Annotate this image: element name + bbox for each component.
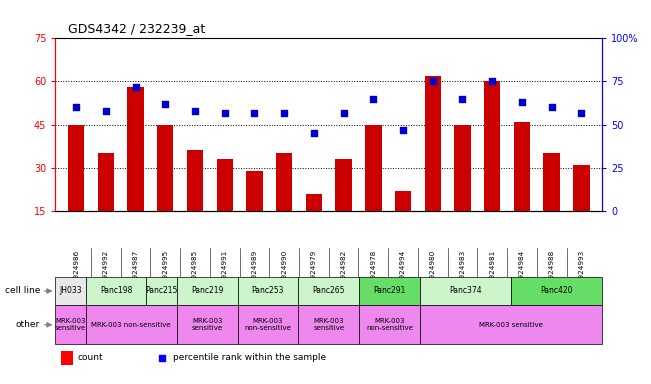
- Point: [487, 78, 497, 84]
- Bar: [177, 276, 238, 305]
- Point: [398, 127, 408, 133]
- Text: GSM924983: GSM924983: [460, 249, 465, 294]
- Point: [279, 109, 290, 116]
- Bar: [146, 276, 177, 305]
- Point: [546, 104, 557, 111]
- Bar: [128, 87, 144, 254]
- Bar: [420, 305, 602, 344]
- Text: GSM924993: GSM924993: [578, 249, 585, 294]
- Text: MRK-003
sensitive: MRK-003 sensitive: [313, 318, 344, 331]
- Bar: [298, 305, 359, 344]
- Bar: [544, 153, 560, 254]
- Text: MRK-003
sensitive: MRK-003 sensitive: [191, 318, 223, 331]
- Bar: [55, 305, 86, 344]
- Point: [457, 96, 467, 102]
- Bar: [484, 81, 501, 254]
- Text: GSM924988: GSM924988: [549, 249, 555, 294]
- Bar: [61, 351, 73, 365]
- Bar: [359, 276, 420, 305]
- Text: percentile rank within the sample: percentile rank within the sample: [173, 353, 326, 362]
- Bar: [420, 276, 511, 305]
- Bar: [306, 194, 322, 254]
- Text: GSM924985: GSM924985: [192, 249, 198, 294]
- Text: MRK-003 non-sensitive: MRK-003 non-sensitive: [92, 322, 171, 328]
- Bar: [365, 124, 381, 254]
- Text: GSM924987: GSM924987: [133, 249, 139, 294]
- Bar: [514, 122, 530, 254]
- Point: [368, 96, 378, 102]
- Text: GSM924986: GSM924986: [73, 249, 79, 294]
- Point: [130, 84, 141, 90]
- Bar: [395, 190, 411, 254]
- Text: GSM924981: GSM924981: [489, 249, 495, 294]
- Bar: [86, 276, 146, 305]
- Text: Panc219: Panc219: [191, 286, 223, 296]
- Bar: [187, 151, 203, 254]
- Point: [576, 109, 587, 116]
- Bar: [335, 159, 352, 254]
- Text: GSM924995: GSM924995: [162, 249, 169, 294]
- Bar: [157, 124, 173, 254]
- Bar: [573, 165, 590, 254]
- Point: [101, 108, 111, 114]
- Bar: [238, 305, 298, 344]
- Text: other: other: [16, 320, 40, 329]
- Text: Panc198: Panc198: [100, 286, 132, 296]
- Text: GSM924994: GSM924994: [400, 249, 406, 294]
- Bar: [298, 276, 359, 305]
- Text: MRK-003 sensitive: MRK-003 sensitive: [479, 322, 543, 328]
- Bar: [246, 170, 262, 254]
- Point: [219, 109, 230, 116]
- Text: MRK-003
non-sensitive: MRK-003 non-sensitive: [366, 318, 413, 331]
- Point: [428, 78, 438, 84]
- Text: GSM924979: GSM924979: [311, 249, 317, 294]
- Bar: [98, 153, 114, 254]
- Point: [160, 101, 171, 107]
- Point: [339, 109, 349, 116]
- Bar: [359, 305, 420, 344]
- Text: GSM924982: GSM924982: [340, 249, 346, 294]
- Text: count: count: [77, 353, 103, 362]
- Point: [71, 104, 81, 111]
- Text: JH033: JH033: [59, 286, 82, 296]
- Text: GDS4342 / 232239_at: GDS4342 / 232239_at: [68, 22, 206, 35]
- Text: Panc374: Panc374: [449, 286, 482, 296]
- Text: GSM924990: GSM924990: [281, 249, 287, 294]
- Bar: [276, 153, 292, 254]
- Bar: [424, 76, 441, 254]
- Text: Panc420: Panc420: [540, 286, 573, 296]
- Bar: [86, 305, 177, 344]
- Text: Panc215: Panc215: [145, 286, 178, 296]
- Text: Panc291: Panc291: [373, 286, 406, 296]
- Bar: [238, 276, 298, 305]
- Bar: [454, 124, 471, 254]
- Point: [249, 109, 260, 116]
- Point: [190, 108, 201, 114]
- Bar: [217, 159, 233, 254]
- Text: MRK-003
sensitive: MRK-003 sensitive: [55, 318, 86, 331]
- Text: GSM924978: GSM924978: [370, 249, 376, 294]
- Bar: [55, 276, 86, 305]
- Text: GSM924989: GSM924989: [251, 249, 257, 294]
- Text: GSM924991: GSM924991: [222, 249, 228, 294]
- Text: Panc253: Panc253: [252, 286, 284, 296]
- Bar: [511, 276, 602, 305]
- Point: [309, 130, 319, 136]
- Bar: [68, 124, 85, 254]
- Text: Panc265: Panc265: [312, 286, 345, 296]
- Bar: [177, 305, 238, 344]
- Text: GSM924984: GSM924984: [519, 249, 525, 294]
- Text: cell line: cell line: [5, 286, 40, 296]
- Text: GSM924980: GSM924980: [430, 249, 436, 294]
- Point: [157, 355, 167, 361]
- Text: GSM924992: GSM924992: [103, 249, 109, 294]
- Point: [517, 99, 527, 105]
- Text: MRK-003
non-sensitive: MRK-003 non-sensitive: [245, 318, 292, 331]
